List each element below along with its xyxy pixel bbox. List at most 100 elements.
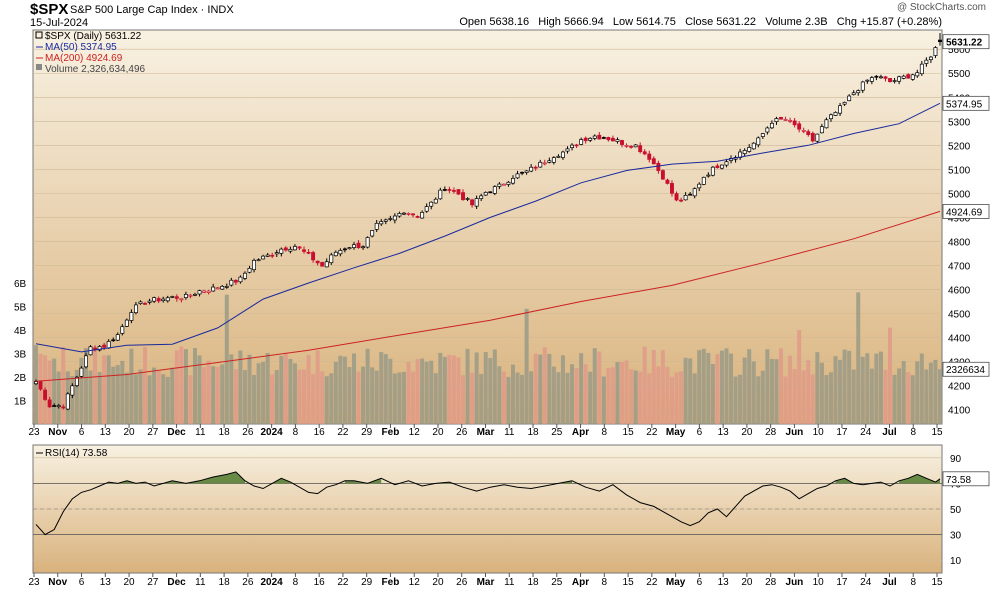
volume-bar	[311, 374, 316, 424]
candle-body	[224, 286, 229, 288]
candle-body	[302, 249, 306, 252]
volume-bar	[601, 376, 606, 424]
x-tick-label-top: Apr	[572, 427, 589, 438]
candle-body	[829, 114, 833, 120]
candle-body	[665, 179, 670, 184]
volume-bar	[143, 347, 148, 424]
candle-body	[243, 272, 247, 279]
volume-bar	[152, 367, 157, 424]
volume-bar	[833, 356, 838, 424]
volume-bar	[588, 371, 593, 424]
candle-body	[938, 39, 942, 43]
x-tick-label-bottom: 27	[147, 577, 159, 588]
x-tick-label-top: 22	[646, 427, 658, 438]
candle-body	[910, 74, 915, 80]
volume-bar	[52, 358, 57, 424]
candle-body	[919, 63, 924, 75]
candle-body	[801, 130, 806, 132]
volume-tick-label: 2B	[14, 373, 27, 384]
candle-body	[511, 178, 515, 184]
volume-tag-box	[942, 361, 990, 377]
candle-body	[601, 137, 606, 139]
volume-bar	[442, 356, 447, 424]
candle-body	[470, 199, 475, 206]
candle-body	[420, 211, 425, 219]
volume-bar	[719, 350, 724, 424]
candle-body	[424, 206, 429, 212]
candle-body	[61, 406, 66, 409]
rsi-tick-label: 10	[950, 556, 962, 567]
x-tick-label-top: 8	[910, 427, 916, 438]
x-tick-label-bottom: 6	[79, 577, 85, 588]
candle-body	[356, 242, 361, 249]
volume-bar	[551, 366, 556, 424]
candle-body	[610, 137, 615, 142]
volume-bar	[592, 348, 597, 424]
volume-bar	[756, 376, 761, 424]
last-price-tag: 5631.22	[946, 38, 983, 49]
volume-bar	[406, 362, 411, 424]
candle-body	[574, 144, 579, 147]
volume-bar	[938, 369, 942, 424]
rsi-tick-label: 90	[950, 454, 962, 465]
ma50-tag: 5374.95	[946, 99, 983, 110]
candle-body	[170, 296, 175, 298]
candle-body	[115, 334, 120, 341]
candle-body	[456, 189, 461, 195]
volume-bar	[642, 346, 647, 424]
candle-body	[397, 213, 402, 217]
volume-bar	[233, 369, 238, 424]
x-axis-bottom: 23 Nov 6 13 20 27 Dec 11 18 26 2024 8 16 22 29 Feb 12 20 2…	[28, 573, 943, 588]
rsi-tag-box	[942, 471, 990, 487]
candle-body	[111, 339, 116, 342]
x-tick-label-top: 18	[527, 427, 539, 438]
x-tick-label-top: 12	[409, 427, 421, 438]
volume-bar	[265, 352, 270, 424]
candle-body	[338, 250, 343, 255]
rsi-tick-label: 30	[950, 531, 962, 542]
candle-body	[179, 298, 184, 301]
volume-bar	[211, 366, 216, 424]
candle-body	[679, 199, 684, 202]
volume-bar	[606, 368, 611, 424]
ma50-tag-box	[942, 95, 990, 111]
volume-bar	[183, 349, 188, 424]
volume-bar	[279, 355, 284, 424]
x-tick-label-top: 11	[195, 427, 206, 438]
volume-bar	[97, 372, 102, 424]
volume-bar	[392, 373, 397, 424]
candle-body	[233, 280, 238, 283]
price-candles	[34, 33, 942, 411]
volume-bar	[379, 352, 384, 424]
x-tick-label-bottom: 12	[409, 577, 421, 588]
candle-body	[202, 290, 207, 293]
candle-body	[352, 244, 356, 248]
candle-body	[461, 192, 465, 200]
candle-body	[865, 79, 870, 82]
volume-bar	[147, 375, 152, 424]
candle-body	[538, 161, 543, 168]
candle-body	[710, 166, 715, 176]
candle-body	[365, 237, 370, 248]
volume-bar	[302, 369, 307, 424]
volume-bar	[828, 372, 833, 424]
volume-bar	[729, 353, 734, 424]
candle-body	[379, 221, 384, 225]
volume-bar	[297, 369, 302, 424]
candle-body	[579, 139, 584, 145]
candle-body	[779, 117, 783, 120]
volume-bar	[901, 361, 906, 424]
candle-body	[620, 140, 624, 145]
volume-bar	[388, 358, 393, 424]
x-axis-top: 23 Nov 6 13 20 27 Dec 11 18 26 2024 8 16 22 29 Feb 12 20 2…	[28, 424, 943, 438]
price-legend: $SPX (Daily) 5631.22 MA(50) 5374.95 MA(2…	[35, 31, 146, 75]
volume-bar	[547, 353, 552, 424]
x-tick-label-bottom: 26	[456, 577, 468, 588]
candle-body	[211, 286, 216, 292]
volume-bar	[529, 371, 534, 424]
volume-bar	[242, 370, 247, 424]
x-tick-label-bottom: 25	[551, 577, 563, 588]
volume-bar	[106, 355, 111, 424]
candle-body	[783, 119, 788, 121]
volume-bar	[565, 372, 570, 424]
